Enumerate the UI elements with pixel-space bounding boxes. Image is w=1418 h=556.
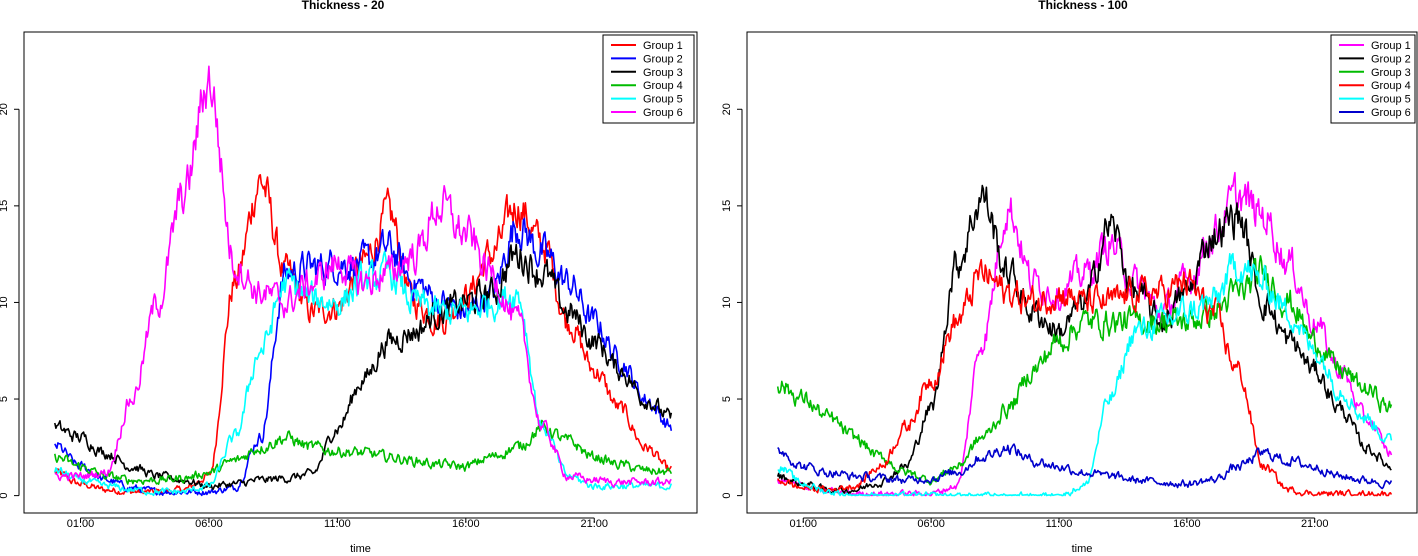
- legend-label: Group 5: [1371, 94, 1411, 106]
- x-tick-label: 01:00: [67, 518, 95, 530]
- series-line-group-4: [777, 258, 1393, 497]
- legend-label: Group 1: [643, 40, 683, 52]
- x-tick-label: 01:00: [789, 518, 817, 530]
- series-line-group-2: [776, 184, 1392, 495]
- y-tick-label: 20: [0, 103, 10, 115]
- series-line-group-6: [54, 65, 672, 488]
- series-line-group-3: [54, 243, 673, 490]
- x-axis-title: time: [350, 543, 371, 555]
- x-tick-label: 21:00: [1301, 518, 1329, 530]
- x-tick-label: 16:00: [452, 518, 480, 530]
- y-tick-label: 15: [721, 200, 733, 212]
- series-line-group-1: [776, 171, 1393, 497]
- series-line-group-6: [777, 443, 1393, 490]
- chart-panel-1: Thickness - 20 01:00 06:00 11:00 16:00 21:00 t…: [0, 0, 698, 555]
- y-tick-label: 10: [721, 296, 733, 308]
- x-tick-label: 11:00: [1046, 518, 1073, 530]
- legend-label: Group 6: [1371, 107, 1411, 119]
- x-tick-label: 11:00: [324, 518, 351, 530]
- series-group: [54, 65, 673, 497]
- y-tick-label: 0: [0, 493, 10, 499]
- legend-box: [602, 34, 695, 124]
- chart-panel-2: Thickness - 100 01:00 06:00 11:00 16:00 21:00…: [721, 0, 1418, 555]
- y-tick-label: 15: [0, 200, 10, 212]
- y-tick-label: 10: [0, 296, 10, 308]
- x-tick-label: 16:00: [1173, 518, 1201, 530]
- legend-label: Group 2: [643, 53, 683, 65]
- legend-label: Group 4: [643, 80, 683, 92]
- legend-label: Group 1: [1371, 40, 1411, 52]
- chart-title: Thickness - 20: [302, 0, 385, 12]
- series-line-group-1: [54, 174, 672, 495]
- legend-label: Group 3: [643, 67, 683, 79]
- y-tick-label: 5: [0, 396, 10, 402]
- legend-label: Group 2: [1371, 53, 1411, 65]
- legend-label: Group 3: [1371, 67, 1411, 79]
- x-axis-title: time: [1072, 543, 1093, 555]
- plot-frame: [746, 31, 1418, 514]
- series-line-group-3: [776, 255, 1393, 486]
- legend-label: Group 5: [643, 94, 683, 106]
- y-tick-label: 20: [721, 103, 733, 115]
- chart-title: Thickness - 100: [1038, 0, 1128, 12]
- x-tick-label: 06:00: [917, 518, 945, 530]
- series-group: [776, 171, 1393, 497]
- series-line-group-5: [777, 252, 1393, 497]
- x-tick-label: 21:00: [580, 518, 608, 530]
- series-line-group-2: [54, 217, 673, 497]
- y-tick-label: 5: [721, 396, 733, 402]
- legend-label: Group 6: [643, 107, 683, 119]
- plot-frame: [23, 31, 698, 514]
- legend-label: Group 4: [1371, 80, 1411, 92]
- y-tick-label: 0: [721, 493, 733, 499]
- legend-box: [1330, 34, 1416, 124]
- series-line-group-4: [54, 419, 673, 485]
- x-tick-label: 06:00: [195, 518, 223, 530]
